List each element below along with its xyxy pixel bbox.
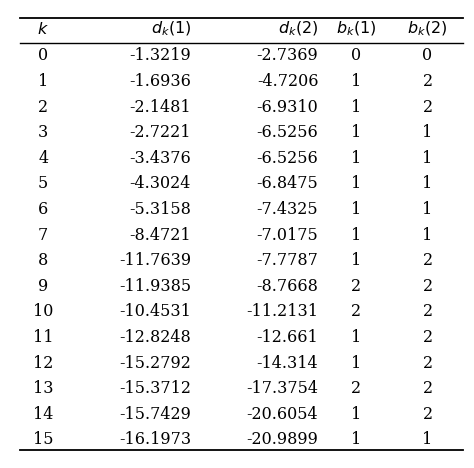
Text: 2: 2 — [38, 99, 48, 116]
Text: 1: 1 — [422, 124, 433, 141]
Text: -16.1973: -16.1973 — [119, 431, 191, 448]
Text: 2: 2 — [422, 278, 433, 295]
Text: -7.0175: -7.0175 — [256, 227, 318, 244]
Text: 9: 9 — [38, 278, 48, 295]
Text: -15.7429: -15.7429 — [119, 406, 191, 423]
Text: 7: 7 — [38, 227, 48, 244]
Text: -4.3024: -4.3024 — [129, 176, 191, 192]
Text: 13: 13 — [33, 380, 54, 397]
Text: -6.8475: -6.8475 — [256, 176, 318, 192]
Text: 0: 0 — [38, 47, 48, 65]
Text: 14: 14 — [33, 406, 54, 423]
Text: 2: 2 — [422, 73, 433, 90]
Text: 2: 2 — [422, 303, 433, 321]
Text: 5: 5 — [38, 176, 48, 192]
Text: 1: 1 — [351, 124, 361, 141]
Text: 8: 8 — [38, 252, 48, 269]
Text: 0: 0 — [351, 47, 361, 65]
Text: 1: 1 — [422, 176, 433, 192]
Text: -3.4376: -3.4376 — [129, 150, 191, 167]
Text: 1: 1 — [351, 201, 361, 218]
Text: -15.3712: -15.3712 — [119, 380, 191, 397]
Text: 1: 1 — [351, 73, 361, 90]
Text: 1: 1 — [422, 201, 433, 218]
Text: 0: 0 — [422, 47, 433, 65]
Text: -6.9310: -6.9310 — [256, 99, 318, 116]
Text: -11.9385: -11.9385 — [119, 278, 191, 295]
Text: -8.4721: -8.4721 — [129, 227, 191, 244]
Text: 10: 10 — [33, 303, 54, 321]
Text: $d_k(1)$: $d_k(1)$ — [151, 20, 191, 38]
Text: -2.7221: -2.7221 — [129, 124, 191, 141]
Text: -14.314: -14.314 — [256, 355, 318, 372]
Text: 2: 2 — [422, 252, 433, 269]
Text: 2: 2 — [351, 380, 361, 397]
Text: -12.661: -12.661 — [256, 329, 318, 346]
Text: 1: 1 — [422, 150, 433, 167]
Text: -8.7668: -8.7668 — [256, 278, 318, 295]
Text: -10.4531: -10.4531 — [119, 303, 191, 321]
Text: -5.3158: -5.3158 — [129, 201, 191, 218]
Text: 1: 1 — [351, 406, 361, 423]
Text: 1: 1 — [422, 227, 433, 244]
Text: -11.7639: -11.7639 — [119, 252, 191, 269]
Text: 1: 1 — [351, 355, 361, 372]
Text: 2: 2 — [422, 380, 433, 397]
Text: 2: 2 — [351, 278, 361, 295]
Text: $k$: $k$ — [37, 21, 49, 38]
Text: -7.7787: -7.7787 — [256, 252, 318, 269]
Text: 1: 1 — [422, 431, 433, 448]
Text: 2: 2 — [422, 406, 433, 423]
Text: -20.6054: -20.6054 — [246, 406, 318, 423]
Text: $d_k(2)$: $d_k(2)$ — [278, 20, 318, 38]
Text: 6: 6 — [38, 201, 48, 218]
Text: -17.3754: -17.3754 — [246, 380, 318, 397]
Text: 11: 11 — [33, 329, 54, 346]
Text: -12.8248: -12.8248 — [119, 329, 191, 346]
Text: 1: 1 — [351, 431, 361, 448]
Text: 1: 1 — [351, 329, 361, 346]
Text: 1: 1 — [351, 176, 361, 192]
Text: 3: 3 — [38, 124, 48, 141]
Text: -6.5256: -6.5256 — [256, 150, 318, 167]
Text: -11.2131: -11.2131 — [246, 303, 318, 321]
Text: 2: 2 — [422, 329, 433, 346]
Text: -20.9899: -20.9899 — [246, 431, 318, 448]
Text: 1: 1 — [351, 150, 361, 167]
Text: 1: 1 — [351, 252, 361, 269]
Text: -2.7369: -2.7369 — [256, 47, 318, 65]
Text: 12: 12 — [33, 355, 54, 372]
Text: $b_k(2)$: $b_k(2)$ — [407, 20, 448, 38]
Text: -6.5256: -6.5256 — [256, 124, 318, 141]
Text: -1.3219: -1.3219 — [129, 47, 191, 65]
Text: -4.7206: -4.7206 — [257, 73, 318, 90]
Text: 15: 15 — [33, 431, 54, 448]
Text: -1.6936: -1.6936 — [129, 73, 191, 90]
Text: 2: 2 — [422, 355, 433, 372]
Text: 2: 2 — [351, 303, 361, 321]
Text: -15.2792: -15.2792 — [119, 355, 191, 372]
Text: 1: 1 — [38, 73, 48, 90]
Text: $b_k(1)$: $b_k(1)$ — [336, 20, 376, 38]
Text: 4: 4 — [38, 150, 48, 167]
Text: -7.4325: -7.4325 — [256, 201, 318, 218]
Text: -2.1481: -2.1481 — [129, 99, 191, 116]
Text: 1: 1 — [351, 99, 361, 116]
Text: 1: 1 — [351, 227, 361, 244]
Text: 2: 2 — [422, 99, 433, 116]
